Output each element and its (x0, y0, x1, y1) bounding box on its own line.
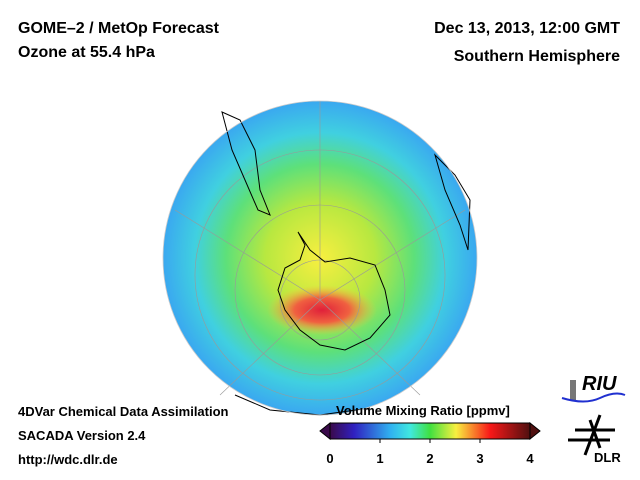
footer-url: http://wdc.dlr.de (18, 452, 118, 467)
colorbar-tick: 2 (426, 451, 434, 466)
riu-logo (561, 380, 626, 403)
colorbar-tick: 1 (376, 451, 384, 466)
colorbar-over-arrow (529, 421, 541, 441)
antarctica-outline (277, 231, 391, 351)
title: GOME–2 / MetOp Forecast (18, 20, 219, 37)
dlr-logo-text: DLR (594, 450, 621, 465)
colorbar-tick: 4 (526, 451, 534, 466)
colorbar-title: Volume Mixing Ratio [ppmv] (336, 403, 510, 418)
ozone-maximum (267, 285, 377, 335)
australia-outline (234, 394, 371, 416)
footer-line1: 4DVar Chemical Data Assimilation (18, 404, 229, 419)
dlr-logo-icon (568, 414, 615, 456)
datetime: Dec 13, 2013, 12:00 GMT (434, 20, 620, 37)
region-label: Southern Hemisphere (453, 48, 620, 65)
colorbar-tick: 0 (326, 451, 334, 466)
colorbar-under-arrow (319, 421, 331, 441)
graticule (174, 101, 466, 401)
riu-logo-text: RIU (582, 373, 617, 395)
subtitle: Ozone at 55.4 hPa (18, 44, 155, 61)
colorbar (329, 422, 531, 440)
africa-outline (433, 153, 471, 251)
colorbar-tick: 3 (476, 451, 484, 466)
south-america-outline (221, 111, 271, 216)
footer-line2: SACADA Version 2.4 (18, 428, 146, 443)
